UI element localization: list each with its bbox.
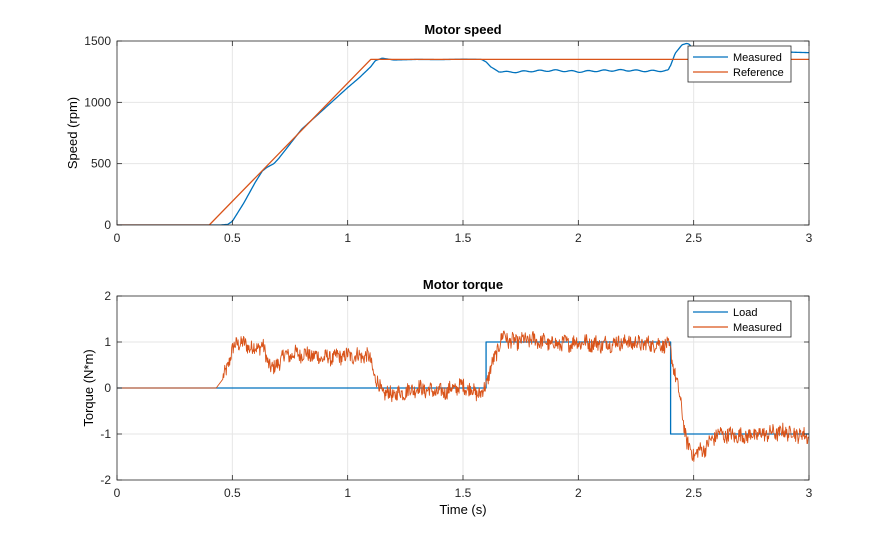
series-line-measured xyxy=(117,330,809,462)
x-tick-label: 0 xyxy=(114,231,121,245)
x-tick-label: 2.5 xyxy=(685,486,702,500)
legend-label-load: Load xyxy=(733,307,757,319)
legend-label-measured: Measured xyxy=(733,322,782,334)
x-tick-label: 1.5 xyxy=(455,486,472,500)
y-tick-label: 1500 xyxy=(84,34,111,48)
x-tick-label: 1 xyxy=(344,486,351,500)
x-tick-label: 1 xyxy=(344,231,351,245)
legend-label-reference: Reference xyxy=(733,67,784,79)
x-tick-label: 2 xyxy=(575,486,582,500)
x-tick-label: 3 xyxy=(806,486,813,500)
y-tick-label: 0 xyxy=(104,218,111,232)
legend-label-measured: Measured xyxy=(733,52,782,64)
legend: Load Measured xyxy=(687,300,792,338)
legend: Measured Reference xyxy=(687,45,792,83)
y-tick-label: -2 xyxy=(100,473,111,487)
torque-plot: 0 0.5 1 1.5 2 2.5 3 -2 -1 0 1 2 Motor torque Torque (… xyxy=(81,277,813,517)
x-tick-label: 0.5 xyxy=(224,231,241,245)
x-tick-label: 2.5 xyxy=(685,231,702,245)
x-tick-label: 1.5 xyxy=(455,231,472,245)
y-tick-label: 1 xyxy=(104,335,111,349)
y-tick-label: 2 xyxy=(104,289,111,303)
x-tick-label: 0 xyxy=(114,486,121,500)
y-tick-label: -1 xyxy=(100,427,111,441)
x-tick-label: 3 xyxy=(806,231,813,245)
legend-box xyxy=(687,300,792,338)
y-tick-label: 1000 xyxy=(84,95,111,109)
speed-plot: 0 0.5 1 1.5 2 2.5 3 0 500 1000 1500 Motor speed Spee… xyxy=(65,22,813,245)
series-line-reference xyxy=(117,58,809,225)
legend-box xyxy=(687,45,792,83)
chart-title: Motor torque xyxy=(423,277,503,292)
y-axis-label: Torque (N*m) xyxy=(81,349,96,426)
y-tick-label: 500 xyxy=(91,157,111,171)
y-tick-label: 0 xyxy=(104,381,111,395)
x-tick-label: 0.5 xyxy=(224,486,241,500)
x-axis-label: Time (s) xyxy=(439,502,486,517)
y-axis-label: Speed (rpm) xyxy=(65,97,80,169)
x-tick-label: 2 xyxy=(575,231,582,245)
chart-title: Motor speed xyxy=(424,22,501,37)
